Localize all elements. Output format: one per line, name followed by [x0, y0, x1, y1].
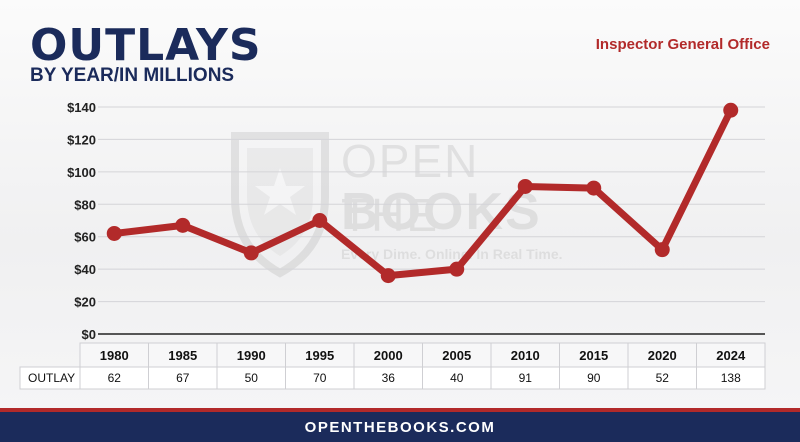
data-point: [312, 213, 328, 228]
data-point: [175, 217, 191, 233]
x-tick-label: 2005: [442, 348, 471, 363]
footer-link[interactable]: OPENTHEBOOKS.COM: [304, 418, 496, 436]
series-line: [110, 106, 735, 280]
x-tick-label: 1985: [168, 348, 197, 363]
data-label: 70: [313, 371, 327, 385]
data-label: 90: [587, 371, 601, 385]
x-tick-label: 1995: [305, 348, 334, 363]
y-tick-label: $40: [74, 262, 96, 277]
data-point: [586, 180, 602, 196]
data-label: 36: [382, 371, 396, 385]
x-tick-label: 2015: [579, 348, 608, 363]
x-tick-label: 2024: [716, 348, 746, 363]
data-label: 52: [656, 371, 670, 385]
watermark: OPEN THE BOOKS Every Dime. Online. In Re…: [225, 128, 585, 278]
data-point: [106, 225, 122, 241]
watermark-line1: OPEN THE: [341, 135, 480, 241]
data-label: 40: [450, 371, 464, 385]
data-label: 50: [245, 371, 259, 385]
table-row: [19, 366, 766, 390]
y-tick-label: $140: [67, 100, 96, 115]
y-tick-label: $120: [67, 132, 96, 147]
table-row-label: OUTLAY: [28, 371, 75, 385]
data-point: [380, 268, 396, 284]
data-label: 91: [519, 371, 533, 385]
x-tick-label: 2020: [648, 348, 677, 363]
x-tick-label: 1990: [237, 348, 266, 363]
data-point: [723, 102, 739, 118]
x-tick-label: 2010: [511, 348, 540, 363]
data-point: [654, 242, 670, 258]
y-tick-label: $80: [74, 197, 96, 212]
x-tick-label: 1980: [100, 348, 129, 363]
y-tick-label: $0: [82, 327, 96, 342]
y-tick-label: $100: [67, 165, 96, 180]
y-tick-label: $60: [74, 230, 96, 245]
source-label: Inspector General Office: [595, 36, 770, 53]
data-point: [449, 261, 465, 277]
y-tick-label: $20: [74, 295, 96, 310]
watermark-tagline: Every Dime. Online. In Real Time.: [341, 246, 563, 262]
data-point: [517, 178, 533, 194]
x-tick-label: 2000: [374, 348, 403, 363]
data-label: 62: [108, 371, 122, 385]
chart-title: OUTLAYS: [30, 20, 262, 71]
data-point: [243, 245, 259, 261]
data-label: 138: [721, 371, 741, 385]
chart-subtitle: BY YEAR/IN MILLIONS: [30, 65, 235, 86]
footer-bar: OPENTHEBOOKS.COM: [0, 408, 800, 442]
data-label: 67: [176, 371, 190, 385]
